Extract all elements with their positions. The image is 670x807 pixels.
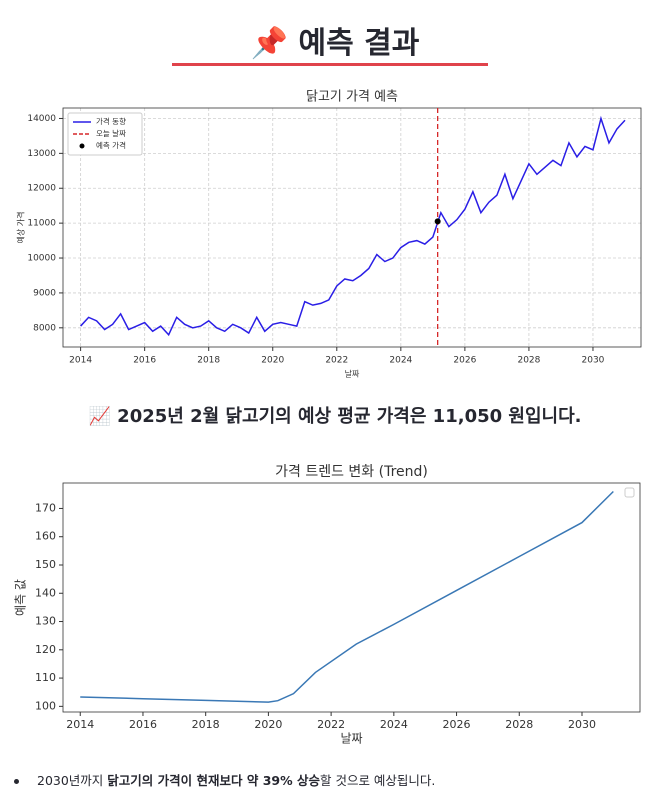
y-axis-label: 예상 가격 xyxy=(16,212,26,244)
y-tick-label: 9000 xyxy=(33,288,56,298)
bullet-dot xyxy=(14,779,19,784)
y-tick-label: 10000 xyxy=(27,254,56,264)
x-tick-label: 2024 xyxy=(389,356,412,366)
y-tick-label: 150 xyxy=(35,558,56,571)
bullet-text: 닭고기의 가격이 현재보다 약 39% 상승 xyxy=(107,773,320,788)
x-tick-label: 2018 xyxy=(197,356,220,366)
legend-box xyxy=(67,112,143,156)
bullet-text: 할 것으로 예상됩니다. xyxy=(319,773,436,788)
bullet-text: 2030년까지 xyxy=(37,773,108,788)
trend-chart: 가격 트렌드 변화 (Trend) 100 110 120 130 140 150 160 17… xyxy=(14,464,641,746)
x-tick-label: 2030 xyxy=(568,718,596,731)
x-axis-label: 날짜 xyxy=(340,732,362,746)
legend-box xyxy=(624,487,635,498)
data-line xyxy=(80,115,626,337)
x-tick-label: 2028 xyxy=(517,356,540,366)
legend-label: 오늘 날짜 xyxy=(96,128,126,138)
y-tick-label: 140 xyxy=(35,586,56,599)
x-tick-label: 2016 xyxy=(133,356,156,366)
legend-swatch xyxy=(79,143,85,149)
x-tick-label: 2026 xyxy=(443,718,471,731)
x-tick-label: 2014 xyxy=(66,718,94,731)
y-tick-label: 100 xyxy=(35,699,56,712)
summary-text: 📈 2025년 2월 닭고기의 예상 평균 가격은 11,050 원입니다. xyxy=(88,406,582,427)
price-forecast-chart: 닭고기 가격 예측 8000 9000 10000 11000 12000 13000 140… xyxy=(16,90,642,379)
page-title: 📌 예측 결과 xyxy=(250,26,420,61)
x-tick-label: 2030 xyxy=(582,356,605,366)
y-tick-label: 8000 xyxy=(33,323,56,333)
x-tick-label: 2018 xyxy=(192,718,220,731)
bullet-item: 2030년까지 닭고기의 가격이 현재보다 약 39% 상승할 것으로 예상됩니… xyxy=(14,770,435,789)
y-tick-label: 120 xyxy=(35,643,56,656)
x-tick-label: 2024 xyxy=(380,718,408,731)
plot-frame xyxy=(62,482,641,713)
x-tick-label: 2016 xyxy=(129,718,157,731)
y-axis-label: 예측 값 xyxy=(14,579,28,616)
chart-title: 닭고기 가격 예측 xyxy=(306,90,398,105)
x-tick-label: 2022 xyxy=(325,356,348,366)
x-tick-label: 2022 xyxy=(317,718,345,731)
x-tick-label: 2026 xyxy=(453,356,476,366)
legend-label: 가격 동향 xyxy=(96,116,126,126)
x-tick-label: 2028 xyxy=(505,718,533,731)
chart-title: 가격 트렌드 변화 (Trend) xyxy=(275,464,428,480)
y-tick-label: 14000 xyxy=(27,114,56,124)
plot-frame xyxy=(62,107,642,348)
y-tick-label: 13000 xyxy=(27,149,56,159)
y-tick-label: 160 xyxy=(35,530,56,543)
x-tick-label: 2014 xyxy=(69,356,92,366)
data-line xyxy=(80,490,614,703)
x-axis-label: 날짜 xyxy=(345,369,360,379)
x-tick-label: 2020 xyxy=(254,718,282,731)
forecast-point xyxy=(434,218,441,225)
legend xyxy=(624,487,635,498)
y-tick-label: 130 xyxy=(35,615,56,628)
legend-label: 예측 가격 xyxy=(96,140,126,150)
x-tick-label: 2020 xyxy=(261,356,284,366)
title-underline xyxy=(172,63,488,66)
y-tick-label: 12000 xyxy=(27,184,56,194)
y-tick-label: 11000 xyxy=(27,219,56,229)
y-tick-label: 110 xyxy=(35,671,56,684)
y-tick-label: 170 xyxy=(35,501,56,514)
